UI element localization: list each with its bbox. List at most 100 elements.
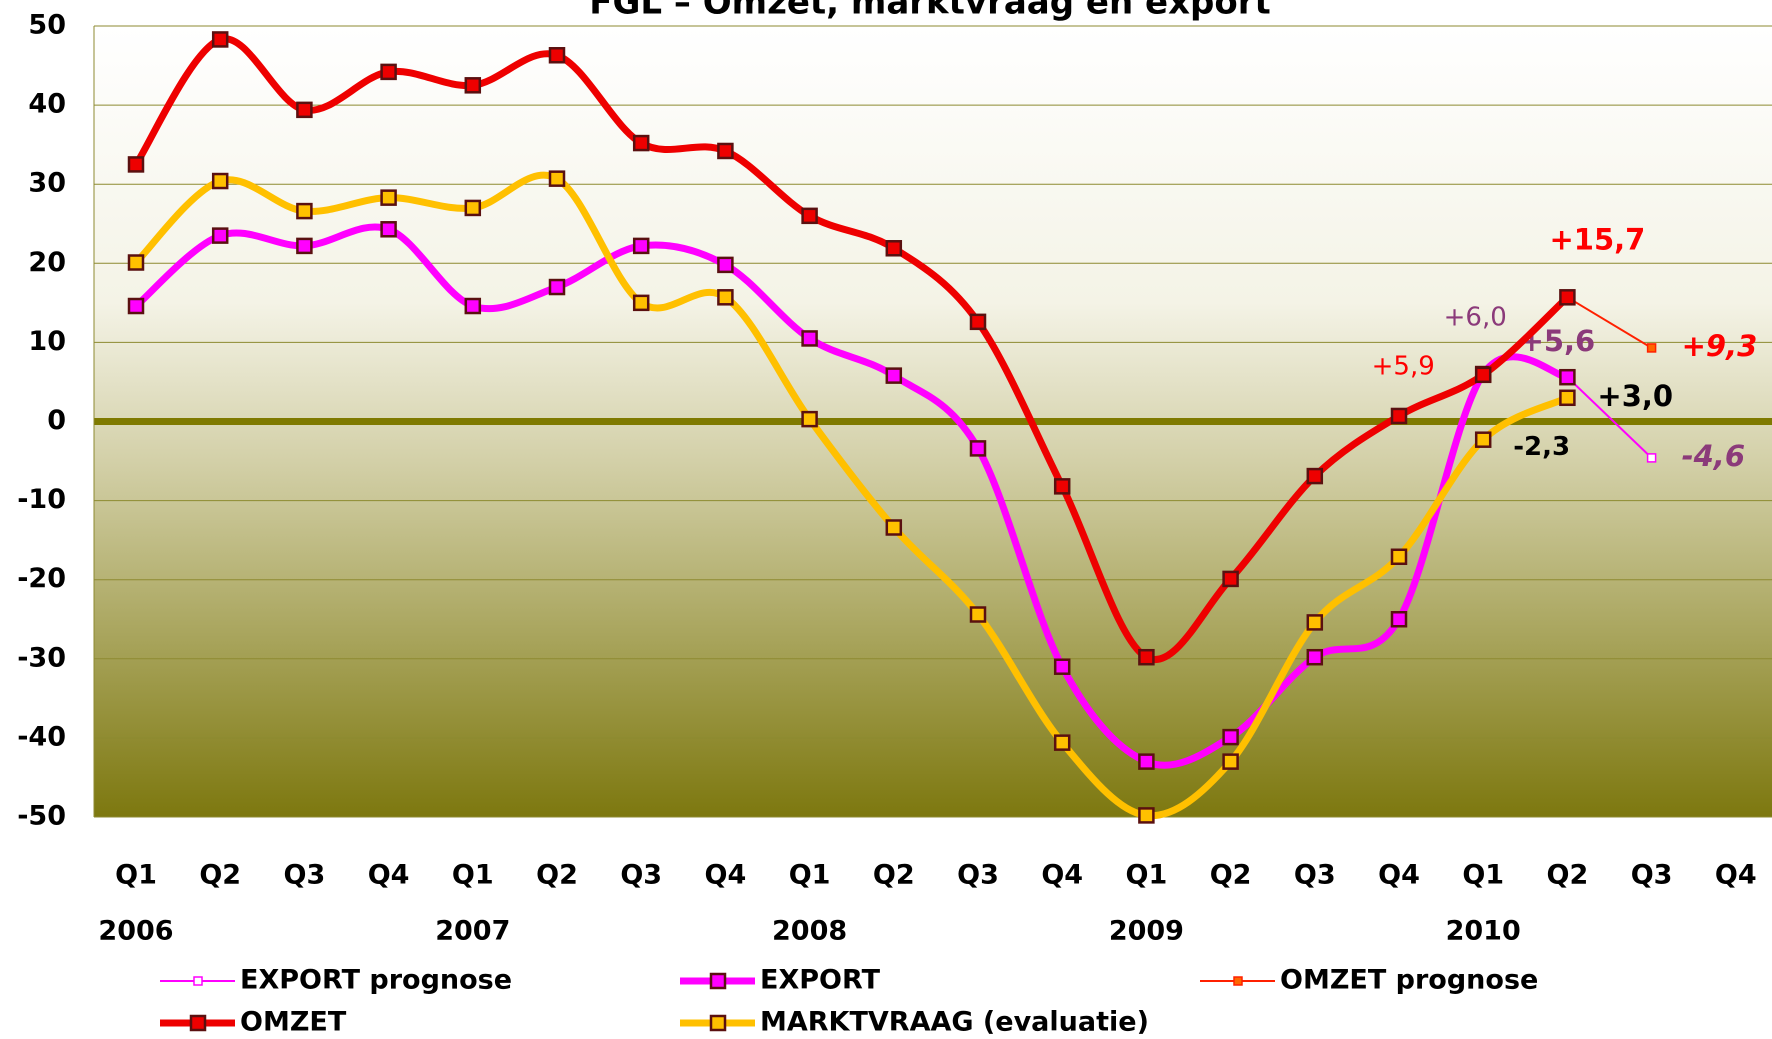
data-point bbox=[380, 189, 397, 206]
legend-marker bbox=[189, 1014, 207, 1032]
data-point bbox=[632, 134, 650, 152]
data-label: +6,0 bbox=[1444, 303, 1507, 333]
y-tick-label: -30 bbox=[17, 642, 66, 673]
data-point bbox=[1390, 611, 1408, 628]
data-point bbox=[1053, 734, 1071, 751]
legend-label: EXPORT bbox=[760, 965, 881, 996]
data-point bbox=[885, 519, 903, 536]
data-point bbox=[801, 410, 818, 428]
x-tick-label: Q3 bbox=[284, 860, 326, 891]
y-tick-label: 0 bbox=[47, 405, 66, 436]
data-point bbox=[1559, 368, 1576, 386]
year-label: 2006 bbox=[98, 916, 173, 947]
y-tick-label: 20 bbox=[28, 247, 66, 278]
data-point bbox=[969, 313, 987, 331]
data-point bbox=[296, 101, 313, 119]
data-point bbox=[1474, 366, 1492, 384]
data-point bbox=[464, 199, 482, 217]
data-point bbox=[127, 297, 145, 315]
data-label: +3,0 bbox=[1597, 379, 1673, 413]
data-point bbox=[296, 237, 313, 255]
y-tick-label: -40 bbox=[17, 721, 66, 752]
data-point bbox=[1559, 289, 1576, 306]
data-point bbox=[1390, 407, 1408, 425]
year-label: 2008 bbox=[772, 916, 847, 947]
y-tick-label: 50 bbox=[28, 10, 66, 41]
x-tick-label: Q3 bbox=[620, 860, 662, 891]
data-point bbox=[1559, 389, 1576, 407]
data-point bbox=[1053, 478, 1071, 495]
data-point bbox=[717, 142, 734, 160]
data-point bbox=[1306, 648, 1324, 666]
x-tick-label: Q4 bbox=[1715, 860, 1757, 891]
data-point bbox=[296, 202, 313, 220]
legend-marker bbox=[193, 976, 203, 986]
legend-marker bbox=[1233, 976, 1243, 986]
data-point bbox=[127, 254, 145, 271]
data-point bbox=[548, 47, 566, 64]
data-point bbox=[801, 207, 818, 225]
data-point bbox=[464, 77, 482, 94]
y-tick-label: -20 bbox=[17, 563, 66, 594]
y-tick-label: -10 bbox=[17, 484, 66, 515]
data-label: +9,3 bbox=[1682, 329, 1758, 363]
x-tick-label: Q4 bbox=[1041, 860, 1083, 891]
data-point bbox=[211, 227, 229, 244]
data-point bbox=[464, 297, 482, 315]
x-tick-label: Q1 bbox=[115, 860, 157, 891]
legend-marker bbox=[709, 972, 727, 990]
data-point bbox=[211, 31, 229, 48]
data-point bbox=[211, 172, 229, 190]
data-point bbox=[380, 221, 397, 238]
y-tick-label: 30 bbox=[28, 168, 66, 199]
data-label: +15,7 bbox=[1549, 222, 1645, 256]
data-point bbox=[1390, 548, 1408, 566]
data-point bbox=[1222, 570, 1239, 588]
legend-label: MARKTVRAAG (evaluatie) bbox=[760, 1007, 1149, 1038]
x-tick-label: Q2 bbox=[199, 860, 241, 891]
data-point bbox=[1306, 614, 1324, 631]
data-point bbox=[717, 256, 734, 274]
data-label: +5,9 bbox=[1372, 351, 1435, 381]
x-tick-label: Q1 bbox=[789, 860, 831, 891]
x-tick-label: Q4 bbox=[1378, 860, 1420, 891]
legend-label: EXPORT prognose bbox=[240, 965, 512, 996]
x-tick-label: Q4 bbox=[368, 860, 410, 891]
data-point bbox=[632, 237, 650, 255]
x-tick-label: Q1 bbox=[1462, 860, 1504, 891]
chart-title: FGL – Omzet, marktvraag en export bbox=[589, 0, 1270, 23]
data-point bbox=[885, 367, 903, 384]
data-label: -4,6 bbox=[1682, 439, 1745, 473]
data-point bbox=[969, 440, 987, 457]
data-point bbox=[1646, 453, 1657, 463]
x-tick-label: Q3 bbox=[1294, 860, 1336, 891]
x-tick-label: Q4 bbox=[705, 860, 747, 891]
legend-label: OMZET prognose bbox=[1280, 965, 1538, 996]
y-tick-label: -50 bbox=[17, 801, 66, 832]
y-tick-label: 40 bbox=[28, 89, 66, 120]
legend-label: OMZET bbox=[240, 1007, 347, 1038]
year-label: 2009 bbox=[1109, 916, 1184, 947]
data-point bbox=[1306, 467, 1324, 485]
x-tick-label: Q1 bbox=[1126, 860, 1168, 891]
data-label: -2,3 bbox=[1513, 432, 1570, 462]
data-point bbox=[1222, 753, 1239, 770]
x-tick-label: Q2 bbox=[536, 860, 578, 891]
year-label: 2007 bbox=[435, 916, 510, 947]
data-point bbox=[632, 294, 650, 312]
data-point bbox=[717, 289, 734, 306]
data-point bbox=[1053, 658, 1071, 675]
x-tick-label: Q2 bbox=[1547, 860, 1589, 891]
y-tick-label: 10 bbox=[28, 326, 66, 357]
data-point bbox=[1138, 753, 1155, 770]
x-tick-label: Q2 bbox=[873, 860, 915, 891]
data-point bbox=[548, 278, 566, 296]
data-point bbox=[885, 240, 903, 257]
data-point bbox=[969, 606, 987, 623]
data-point bbox=[1474, 431, 1492, 448]
data-point bbox=[380, 63, 397, 81]
data-point bbox=[1138, 807, 1155, 824]
data-point bbox=[1646, 343, 1657, 353]
series-line bbox=[1566, 376, 1653, 459]
